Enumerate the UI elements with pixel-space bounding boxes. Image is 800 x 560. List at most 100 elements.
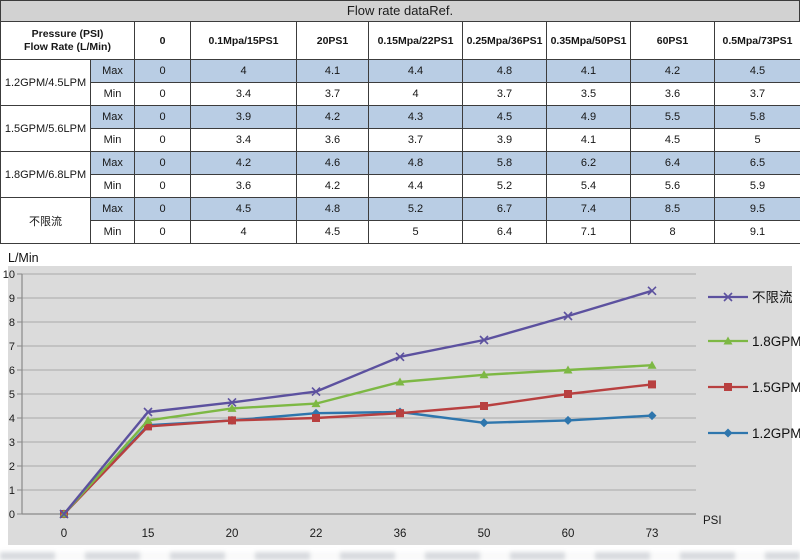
table-title: Flow rate dataRef. (0, 0, 800, 21)
value-cell: 0 (134, 151, 192, 175)
value-cell: 7.1 (546, 220, 632, 244)
value-cell: 0 (134, 128, 192, 152)
value-cell: 0 (134, 59, 192, 83)
x-tick-label: 20 (226, 528, 239, 540)
pressure-col-header-0: 0 (134, 21, 192, 60)
series-marker (396, 409, 404, 418)
series-line (63, 289, 653, 515)
x-tick-label: 15 (142, 528, 155, 540)
chart-background (8, 266, 792, 545)
series-marker (479, 335, 489, 345)
value-cell: 6.4 (630, 151, 716, 175)
value-cell: 4 (190, 59, 298, 83)
table-row: 1.2GPM/4.5LPM Max 0 4 4.1 4.4 4.8 4.1 4.2 4.5 (0, 59, 800, 106)
value-cell: 4.2 (296, 105, 370, 129)
value-cell: 4.5 (296, 220, 370, 244)
value-cell: 3.6 (630, 82, 716, 106)
y-tick-label: 0 (9, 509, 15, 521)
value-cell: 4.1 (296, 59, 370, 83)
value-cell: 5 (368, 220, 464, 244)
value-cell: 4 (190, 220, 298, 244)
value-cell: 3.7 (368, 128, 464, 152)
x-tick-label: 73 (646, 528, 659, 540)
y-axis-title: L/Min (8, 251, 39, 265)
group-label-2: 1.8GPM/6.8LPM (0, 151, 91, 198)
corner-header-line2: Flow Rate (L/Min) (24, 40, 111, 53)
value-cell: 5.2 (462, 174, 548, 198)
series-marker (723, 292, 733, 302)
flow-rate-table: Pressure (PSI) Flow Rate (L/Min) 0 0.1Mpa… (0, 21, 800, 244)
value-cell: 4.2 (190, 151, 298, 175)
value-cell: 6.2 (546, 151, 632, 175)
corner-header-cell: Pressure (PSI) Flow Rate (L/Min) (0, 21, 136, 60)
series-marker (564, 390, 572, 398)
table-row: Min 0 4 4.5 5 6.4 7.1 8 9.1 (1, 220, 800, 244)
pressure-col-header-4: 0.25Mpa/36PS1 (462, 21, 548, 60)
series-marker (724, 383, 732, 391)
value-cell: 4.1 (546, 128, 632, 152)
series-marker (59, 509, 69, 519)
series-marker (311, 408, 321, 418)
corner-header-line1: Pressure (PSI) (31, 27, 104, 40)
pressure-col-header-5: 0.35Mpa/50PS1 (546, 21, 632, 60)
table-row: 1.8GPM/6.8LPM Max 0 4.2 4.6 4.8 5.8 6.2 6.4 6.5 (0, 151, 800, 198)
value-cell: 4.3 (368, 105, 464, 129)
table-row: Min 0 3.4 3.7 4 3.7 3.5 3.6 3.7 (1, 82, 800, 106)
value-cell: 4.1 (546, 59, 632, 83)
value-cell: 5.8 (714, 105, 800, 129)
value-cell: 9.1 (714, 220, 800, 244)
min-label: Min (89, 82, 136, 106)
pressure-col-header-3: 0.15Mpa/22PS1 (368, 21, 464, 60)
y-tick-label: 7 (9, 341, 15, 353)
series-marker (395, 352, 405, 362)
series-marker (479, 370, 489, 379)
series-marker (311, 387, 321, 397)
value-cell: 5.6 (630, 174, 716, 198)
value-cell: 4.9 (546, 105, 632, 129)
max-label: Max (89, 59, 136, 83)
value-cell: 4.5 (630, 128, 716, 152)
value-cell: 6.7 (462, 197, 548, 221)
series-marker (311, 399, 321, 408)
series-marker (563, 311, 573, 321)
series-marker (312, 414, 320, 422)
x-tick-label: 60 (562, 528, 575, 540)
table-row: 不限流 Max 0 4.5 4.8 5.2 6.7 7.4 8.5 9.5 (0, 197, 800, 244)
value-cell: 3.7 (714, 82, 800, 106)
x-tick-label: 36 (394, 528, 407, 540)
group-label-0: 1.2GPM/4.5LPM (0, 59, 91, 106)
value-cell: 0 (134, 105, 192, 129)
pressure-col-header-6: 60PS1 (630, 21, 716, 60)
value-cell: 3.6 (296, 128, 370, 152)
y-tick-label: 5 (9, 389, 15, 401)
series-marker (647, 411, 657, 421)
series-marker (227, 397, 237, 407)
y-tick-label: 9 (9, 293, 15, 305)
value-cell: 8 (630, 220, 716, 244)
series-marker (143, 415, 153, 424)
value-cell: 0 (134, 197, 192, 221)
value-cell: 3.7 (296, 82, 370, 106)
value-cell: 4.2 (296, 174, 370, 198)
value-cell: 6.5 (714, 151, 800, 175)
series-marker (723, 428, 733, 438)
value-cell: 0 (134, 174, 192, 198)
value-cell: 4.8 (368, 151, 464, 175)
series-marker (563, 365, 573, 374)
max-label: Max (89, 151, 136, 175)
value-cell: 7.4 (546, 197, 632, 221)
group-label-1: 1.5GPM/5.6LPM (0, 105, 91, 152)
y-tick-label: 6 (9, 365, 15, 377)
table-row: 1.5GPM/5.6LPM Max 0 3.9 4.2 4.3 4.5 4.9 5.5 5.8 (0, 105, 800, 152)
group-label-3: 不限流 (0, 197, 91, 244)
value-cell: 3.4 (190, 82, 298, 106)
table-row: Min 0 3.4 3.6 3.7 3.9 4.1 4.5 5 (1, 128, 800, 152)
value-cell: 5.9 (714, 174, 800, 198)
series-marker (479, 418, 489, 428)
x-tick-label: 22 (310, 528, 323, 540)
value-cell: 8.5 (630, 197, 716, 221)
legend-label: 1.5GPM (752, 380, 800, 395)
series-line (63, 364, 653, 515)
value-cell: 5.2 (368, 197, 464, 221)
y-tick-label: 1 (9, 485, 15, 497)
